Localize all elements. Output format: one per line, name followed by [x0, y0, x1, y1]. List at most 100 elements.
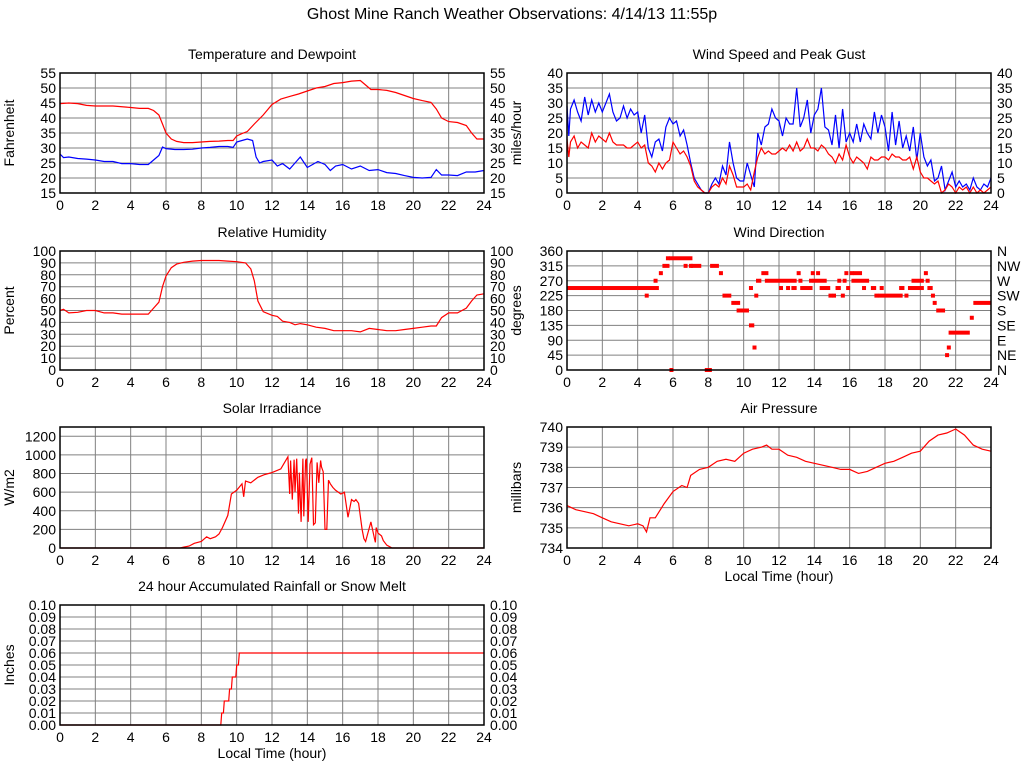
- y-tick-label: 0.06: [29, 645, 56, 661]
- wind-direction-point: [925, 278, 930, 283]
- y-tick-label: 0: [555, 362, 563, 378]
- y-tick-label: 0.05: [29, 657, 56, 673]
- y-tick-label: 20: [547, 125, 563, 141]
- x-tick-label: 4: [127, 552, 135, 568]
- x-tick-label: 12: [264, 197, 280, 213]
- right-tick-label: 0.01: [490, 705, 517, 721]
- right-tick-label: 35: [997, 80, 1013, 96]
- right-tick-label: 0.09: [490, 609, 517, 625]
- chart-title: Wind Direction: [733, 224, 824, 240]
- x-tick-label: 22: [948, 197, 964, 213]
- y-tick-label: 0.03: [29, 681, 56, 697]
- right-tick-label: NW: [997, 258, 1021, 274]
- x-tick-label: 24: [476, 729, 492, 745]
- right-tick-label: 30: [997, 95, 1013, 111]
- page-title: Ghost Mine Ranch Weather Observations: 4…: [306, 6, 718, 23]
- plot-frame: [566, 72, 992, 194]
- x-tick-label: 4: [127, 197, 135, 213]
- y-tick-label: 734: [540, 540, 564, 556]
- y-tick-label: 70: [40, 279, 56, 295]
- x-tick-label: 6: [162, 197, 170, 213]
- right-tick-label: 50: [490, 80, 506, 96]
- y-tick-label: 1200: [25, 428, 56, 444]
- wind-direction-point: [932, 300, 937, 305]
- y-tick-label: 90: [547, 332, 563, 348]
- right-tick-label: 0.06: [490, 645, 517, 661]
- wind-direction-point: [819, 286, 831, 291]
- series-line-temperature: [59, 79, 484, 144]
- wind-direction-point: [736, 308, 749, 313]
- x-tick-label: 8: [704, 197, 712, 213]
- y-tick-label: 40: [40, 314, 56, 330]
- y-tick-label: 30: [547, 95, 563, 111]
- x-tick-label: 0: [563, 374, 571, 390]
- wind-direction-point: [718, 271, 723, 276]
- y-tick-label: 0.04: [29, 669, 56, 685]
- y-tick-label: 80: [40, 267, 56, 283]
- x-tick-label: 2: [91, 197, 99, 213]
- right-tick-label: 0.04: [490, 669, 517, 685]
- right-tick-label: 0.07: [490, 633, 517, 649]
- wind-direction-point: [862, 286, 867, 291]
- x-tick-label: 24: [476, 374, 492, 390]
- y-axis-label: degrees: [508, 285, 524, 336]
- y-axis-label: W/m2: [1, 469, 17, 506]
- y-tick-label: 737: [540, 480, 564, 496]
- x-tick-label: 2: [91, 552, 99, 568]
- x-tick-label: 14: [807, 197, 823, 213]
- right-tick-label: 40: [490, 110, 506, 126]
- right-tick-label: 55: [490, 65, 506, 81]
- x-tick-label: 8: [197, 729, 205, 745]
- right-tick-label: N: [997, 243, 1007, 259]
- x-tick-label: 6: [669, 552, 677, 568]
- x-tick-label: 18: [877, 374, 893, 390]
- right-tick-label: S: [997, 303, 1006, 319]
- x-tick-label: 2: [91, 729, 99, 745]
- y-tick-label: 600: [33, 484, 57, 500]
- y-tick-label: 25: [40, 155, 56, 171]
- x-tick-label: 6: [162, 374, 170, 390]
- x-tick-label: 12: [771, 197, 787, 213]
- wind-direction-point: [810, 271, 815, 276]
- right-tick-label: 15: [490, 185, 506, 201]
- y-tick-label: 50: [40, 303, 56, 319]
- wind-direction-point: [973, 300, 991, 305]
- x-tick-label: 4: [634, 197, 642, 213]
- x-tick-label: 10: [229, 729, 245, 745]
- wind-direction-point: [710, 263, 719, 268]
- x-tick-label: 18: [370, 552, 386, 568]
- y-axis-label: millibars: [508, 462, 524, 513]
- series-line-peak-gust: [566, 87, 992, 194]
- wind-direction-point: [812, 278, 827, 283]
- wind-direction-point: [846, 286, 851, 291]
- right-tick-label: 30: [490, 326, 506, 342]
- x-tick-label: 10: [229, 552, 245, 568]
- y-tick-label: 135: [540, 317, 564, 333]
- right-tick-label: 80: [490, 267, 506, 283]
- wind-direction-point: [930, 293, 935, 298]
- y-tick-label: 45: [547, 347, 563, 363]
- wind-direction-point: [567, 286, 659, 291]
- right-tick-label: 20: [490, 338, 506, 354]
- x-tick-label: 4: [634, 374, 642, 390]
- wind-direction-point: [754, 293, 759, 298]
- right-tick-label: 20: [997, 125, 1013, 141]
- chart-title: Relative Humidity: [218, 224, 327, 240]
- x-tick-label: 12: [771, 374, 787, 390]
- y-tick-label: 200: [33, 521, 57, 537]
- x-tick-label: 12: [264, 552, 280, 568]
- y-axis-label: Percent: [1, 286, 17, 334]
- right-tick-label: 0.03: [490, 681, 517, 697]
- x-tick-label: 16: [842, 374, 858, 390]
- y-tick-label: 30: [40, 326, 56, 342]
- y-tick-label: 0.10: [29, 597, 56, 613]
- wind-direction-point: [899, 286, 905, 291]
- x-tick-label: 10: [229, 197, 245, 213]
- wind-direction-point: [779, 286, 783, 291]
- right-tick-label: 45: [490, 95, 506, 111]
- wind-direction-point: [927, 286, 933, 291]
